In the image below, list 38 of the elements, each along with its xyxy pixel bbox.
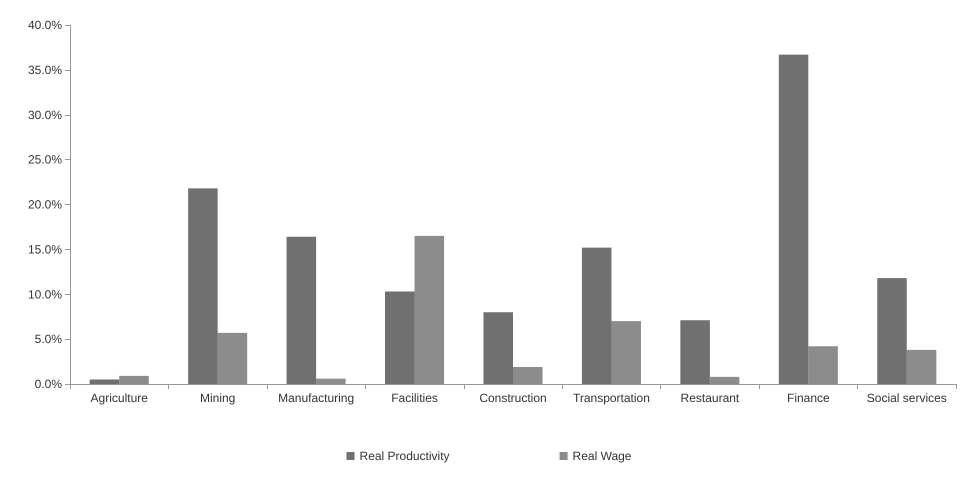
bar — [513, 366, 543, 384]
y-tick-label: 20.0% — [28, 198, 62, 212]
bar — [808, 346, 838, 384]
bar — [778, 54, 808, 384]
bar — [582, 248, 612, 384]
bar — [119, 376, 149, 384]
x-tick-label: Finance — [786, 391, 830, 405]
bar — [90, 380, 120, 384]
y-tick-label: 25.0% — [28, 152, 62, 167]
x-tick-label: Transportation — [572, 391, 650, 405]
y-tick-label: 15.0% — [28, 242, 62, 256]
x-tick-label: Social services — [866, 391, 947, 405]
x-tick-label: Construction — [479, 391, 547, 405]
bar — [316, 378, 346, 384]
bar — [680, 320, 710, 384]
legend-label: Real Productivity — [360, 449, 450, 463]
bar — [611, 321, 641, 384]
bar — [414, 236, 444, 384]
bar — [483, 312, 513, 384]
bar — [286, 236, 316, 384]
y-tick-label: 30.0% — [28, 108, 62, 122]
bar — [188, 188, 218, 384]
bar — [218, 332, 248, 384]
y-tick-label: 0.0% — [34, 377, 62, 391]
bar — [710, 376, 740, 384]
y-tick-label: 35.0% — [28, 62, 62, 77]
y-tick-label: 40.0% — [28, 18, 62, 32]
bar — [385, 292, 415, 384]
bar — [877, 278, 907, 384]
y-tick-label: 5.0% — [34, 332, 62, 346]
x-tick-label: Restaurant — [680, 391, 740, 405]
y-tick-label: 10.0% — [28, 287, 62, 302]
x-tick-label: Mining — [200, 391, 236, 405]
legend-label: Real Wage — [572, 449, 632, 463]
bar — [906, 350, 936, 384]
x-tick-label: Agriculture — [90, 391, 148, 405]
x-tick-label: Manufacturing — [278, 391, 354, 405]
x-tick-label: Facilities — [391, 391, 438, 405]
